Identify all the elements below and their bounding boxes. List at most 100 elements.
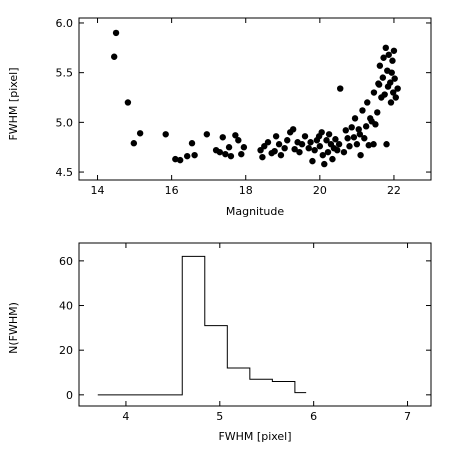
scatter-point xyxy=(344,135,351,142)
scatter-point xyxy=(311,146,318,154)
scatter-point xyxy=(375,81,383,88)
scatter-point xyxy=(346,143,353,150)
scatter-point xyxy=(301,133,309,140)
scatter-point xyxy=(136,130,144,137)
histogram-plot-frame xyxy=(78,242,432,407)
scatter-point xyxy=(389,57,396,64)
scatter-point xyxy=(387,99,395,106)
scatter-point xyxy=(222,150,229,158)
scatter-point xyxy=(319,151,327,159)
scatter-point xyxy=(334,146,341,154)
histogram-ylabel: N(FWHM) xyxy=(7,302,20,354)
scatter-y-tick-label: 5.5 xyxy=(56,67,74,80)
scatter-point xyxy=(323,137,330,144)
scatter-point xyxy=(277,151,285,159)
scatter-point xyxy=(162,131,169,138)
scatter-point xyxy=(225,144,233,151)
scatter-plot-frame xyxy=(78,17,432,181)
histogram-x-tick-label: 7 xyxy=(404,410,411,423)
scatter-point xyxy=(392,94,399,101)
scatter-point xyxy=(353,141,361,148)
scatter-point xyxy=(359,107,366,114)
scatter-y-tick-label: 6.0 xyxy=(56,17,74,30)
scatter-point xyxy=(357,151,364,159)
histogram-y-tick-label: 60 xyxy=(59,255,73,268)
scatter-point xyxy=(271,147,278,155)
scatter-point xyxy=(370,141,377,148)
scatter-point xyxy=(348,124,355,131)
scatter-point xyxy=(361,135,368,142)
scatter-point xyxy=(291,145,298,153)
scatter-point xyxy=(191,151,198,159)
scatter-point xyxy=(298,141,306,148)
scatter-point xyxy=(264,139,272,146)
scatter-point xyxy=(321,160,328,168)
scatter-point xyxy=(111,53,118,60)
histogram-y-tick-label: 0 xyxy=(66,389,73,402)
scatter-point xyxy=(325,131,333,138)
scatter-point xyxy=(382,44,389,52)
scatter-y-tick-label: 4.5 xyxy=(56,166,74,179)
scatter-point xyxy=(227,152,235,160)
histogram-xlabel: FWHM [pixel] xyxy=(218,430,291,443)
scatter-x-tick-label: 18 xyxy=(239,184,253,197)
scatter-point xyxy=(362,123,370,130)
scatter-point xyxy=(391,75,398,82)
scatter-point xyxy=(337,85,344,92)
scatter-ylabel: FWHM [pixel] xyxy=(7,67,20,140)
scatter-point xyxy=(376,62,384,69)
histogram-y-tick-label: 40 xyxy=(59,300,73,313)
scatter-x-tick-label: 14 xyxy=(91,184,105,197)
scatter-point xyxy=(316,143,324,150)
scatter-point xyxy=(272,133,280,140)
scatter-point xyxy=(176,156,184,164)
scatter-point xyxy=(240,144,248,151)
scatter-point xyxy=(374,109,381,116)
scatter-x-tick-label: 22 xyxy=(387,184,401,197)
scatter-point xyxy=(355,126,362,133)
scatter-point xyxy=(383,141,390,148)
scatter-point xyxy=(309,157,316,165)
scatter-point xyxy=(351,115,359,122)
scatter-point xyxy=(172,155,179,163)
scatter-point xyxy=(130,140,138,147)
scatter-point xyxy=(335,141,343,148)
scatter-point xyxy=(124,99,132,106)
scatter-point xyxy=(372,121,379,128)
scatter-point xyxy=(259,153,266,161)
scatter-point xyxy=(390,89,397,96)
scatter-point xyxy=(203,131,211,138)
scatter-point xyxy=(364,99,371,106)
histogram-x-tick-label: 5 xyxy=(216,410,223,423)
scatter-point xyxy=(324,148,332,156)
scatter-point xyxy=(216,148,223,156)
scatter-point xyxy=(356,131,364,138)
histogram-x-tick-label: 6 xyxy=(310,410,317,423)
scatter-point xyxy=(379,74,387,81)
scatter-point xyxy=(387,79,394,86)
scatter-point xyxy=(219,134,226,141)
scatter-point xyxy=(318,129,325,136)
scatter-y-tick-label: 5.0 xyxy=(56,116,74,129)
scatter-point xyxy=(350,134,358,141)
scatter-panel: Magnitude FWHM [pixel] 14 16 18 20 22 4.5 5.0 5… xyxy=(7,17,432,218)
scatter-point xyxy=(232,132,239,139)
scatter-point xyxy=(365,142,372,149)
scatter-point xyxy=(188,140,196,147)
histogram-y-tick-label: 20 xyxy=(59,344,73,357)
scatter-point xyxy=(296,148,303,156)
scatter-point xyxy=(281,144,288,152)
scatter-point xyxy=(284,137,291,144)
scatter-point xyxy=(380,54,387,61)
scatter-x-tick-label: 16 xyxy=(165,184,179,197)
scatter-point xyxy=(112,29,120,37)
scatter-point xyxy=(307,139,314,146)
scatter-x-tick-label: 20 xyxy=(313,184,327,197)
scatter-point xyxy=(385,51,392,58)
histogram-x-tick-label: 4 xyxy=(122,410,129,423)
scatter-point xyxy=(275,141,283,148)
scatter-point xyxy=(370,89,378,96)
scatter-point xyxy=(235,137,242,144)
scatter-point xyxy=(390,47,398,54)
